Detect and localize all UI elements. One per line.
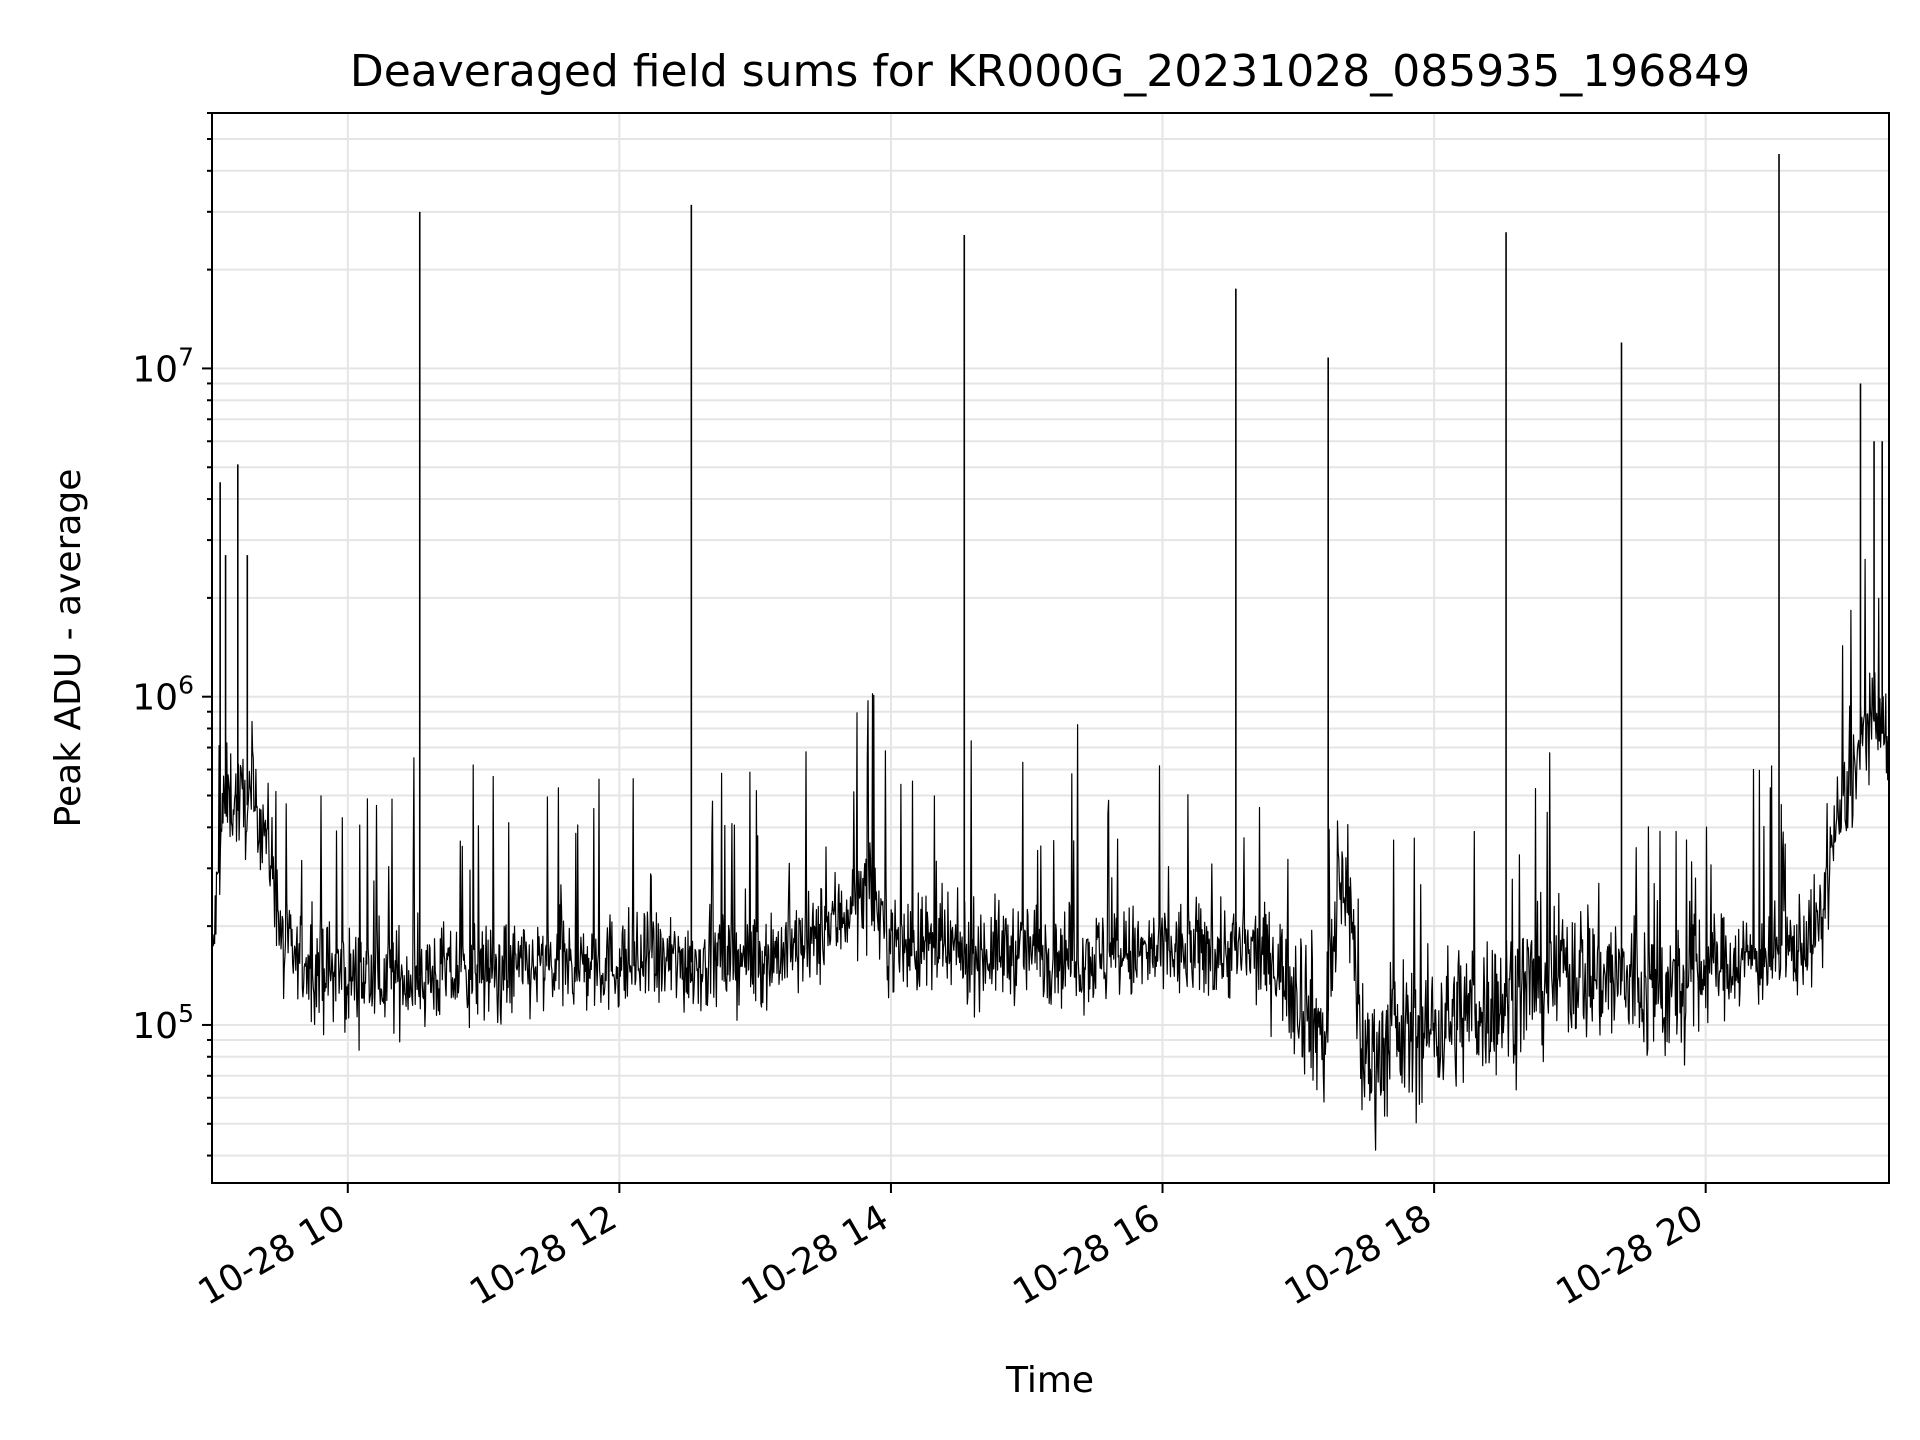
chart-title: Deaveraged field sums for KR000G_2023102… [350, 46, 1750, 97]
y-axis-label: Peak ADU - average [48, 469, 89, 828]
y-tick-label: 105 [132, 999, 194, 1047]
plot-area [211, 154, 1890, 1151]
plot-frame [211, 112, 1890, 1184]
x-axis-label: Time [1005, 1360, 1094, 1401]
y-tick-label: 107 [132, 342, 194, 390]
data-series-line [211, 558, 1890, 1151]
y-tick-label: 106 [132, 671, 194, 719]
